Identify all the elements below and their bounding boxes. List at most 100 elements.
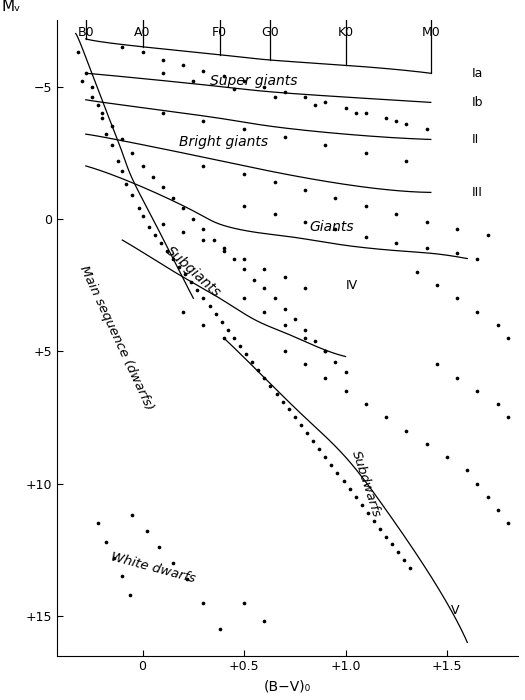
Text: IV: IV [345, 279, 358, 291]
Point [453, 224, 461, 235]
Point [406, 563, 415, 574]
Point [128, 190, 136, 201]
Point [219, 245, 228, 256]
Point [297, 420, 305, 431]
Text: Bright giants: Bright giants [179, 135, 268, 149]
Point [236, 340, 244, 351]
Point [240, 597, 248, 608]
Point [139, 211, 147, 222]
Point [126, 589, 134, 601]
Point [402, 118, 411, 130]
Point [181, 269, 190, 280]
Point [187, 276, 195, 288]
Point [270, 92, 279, 103]
Point [341, 367, 350, 378]
Text: F0: F0 [212, 26, 227, 38]
Point [453, 293, 461, 304]
Point [484, 491, 492, 503]
Point [205, 300, 214, 312]
Point [400, 554, 408, 566]
Point [301, 216, 309, 227]
Point [200, 116, 208, 127]
Point [139, 46, 147, 57]
Point [412, 266, 421, 277]
Point [341, 385, 350, 396]
Point [270, 208, 279, 219]
Point [321, 346, 330, 357]
Point [200, 65, 208, 76]
Point [159, 55, 167, 66]
Point [260, 264, 269, 275]
Text: V: V [451, 604, 459, 617]
Text: Giants: Giants [309, 220, 354, 234]
Point [260, 372, 269, 384]
Point [260, 615, 269, 626]
Point [217, 316, 226, 328]
Text: Subgiants: Subgiants [163, 244, 224, 300]
Point [151, 229, 159, 240]
Point [240, 293, 248, 304]
Point [453, 372, 461, 384]
Point [392, 116, 401, 127]
Point [169, 253, 177, 264]
Point [503, 518, 512, 529]
Point [200, 597, 208, 608]
Point [179, 203, 187, 214]
Point [423, 242, 431, 253]
Point [341, 102, 350, 113]
Point [494, 319, 502, 330]
Point [230, 253, 238, 264]
Text: Super giants: Super giants [211, 74, 298, 88]
Point [321, 139, 330, 150]
Point [352, 107, 360, 118]
Text: Ib: Ib [471, 96, 483, 109]
Point [144, 221, 153, 232]
Point [321, 372, 330, 384]
Point [179, 60, 187, 71]
Point [303, 428, 311, 439]
Point [321, 97, 330, 108]
Point [159, 68, 167, 79]
Point [327, 459, 335, 470]
Point [345, 483, 354, 494]
Point [159, 107, 167, 118]
Point [382, 531, 391, 542]
X-axis label: (B−V)₀: (B−V)₀ [264, 679, 311, 693]
Point [423, 123, 431, 134]
Point [240, 253, 248, 264]
Point [102, 536, 110, 547]
Point [78, 76, 86, 87]
Point [260, 282, 269, 293]
Point [209, 234, 218, 246]
Point [216, 624, 224, 635]
Point [433, 359, 441, 370]
Point [280, 86, 289, 97]
Point [74, 46, 82, 57]
Point [443, 452, 451, 463]
Point [423, 438, 431, 449]
Point [134, 203, 143, 214]
Point [219, 332, 228, 344]
Point [392, 208, 401, 219]
Point [484, 229, 492, 240]
Point [240, 264, 248, 275]
Point [453, 248, 461, 259]
Point [309, 435, 317, 447]
Point [362, 107, 370, 118]
Point [108, 120, 117, 132]
Point [159, 218, 167, 230]
Point [362, 232, 370, 243]
Point [473, 253, 481, 264]
Point [331, 192, 340, 203]
Y-axis label: Mᵥ: Mᵥ [2, 0, 21, 14]
Point [250, 274, 258, 286]
Point [331, 224, 340, 235]
Point [98, 107, 106, 118]
Point [291, 314, 299, 325]
Point [315, 444, 323, 455]
Point [285, 404, 293, 415]
Point [494, 505, 502, 516]
Point [301, 282, 309, 293]
Point [260, 81, 269, 92]
Point [108, 139, 117, 150]
